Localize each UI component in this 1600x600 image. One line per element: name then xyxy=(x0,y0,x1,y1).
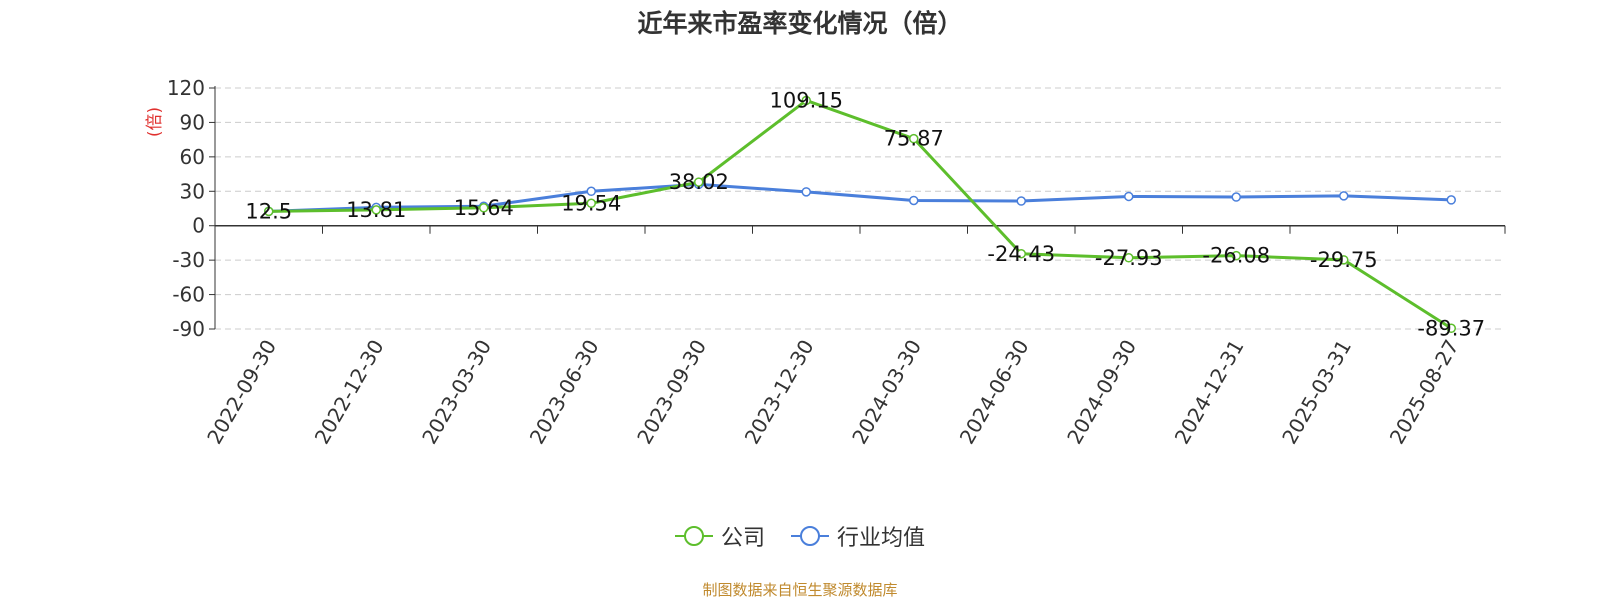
data-point-company xyxy=(909,133,919,144)
data-point-company xyxy=(479,203,489,213)
data-point-company xyxy=(1446,323,1456,334)
data-label-company: 109.15 xyxy=(770,88,843,112)
data-labels: 12.5 13.81 15.64 19.54 38.02 109.15 75.87 -24.4… xyxy=(245,88,1485,340)
data-point-industry xyxy=(1339,191,1349,201)
x-tick-label: 2025-08-27 xyxy=(1385,336,1464,449)
data-label-company: -26.08 xyxy=(1202,244,1270,268)
data-point-industry xyxy=(586,186,596,197)
data-point-industry xyxy=(1016,196,1026,206)
x-tick-label: 2024-03-30 xyxy=(847,336,926,449)
x-tick-label: 2024-06-30 xyxy=(955,336,1034,449)
data-label-company: 13.81 xyxy=(346,198,406,222)
y-tick-label: -60 xyxy=(172,283,205,307)
data-point-company xyxy=(801,95,811,106)
series-line-industry xyxy=(268,182,1452,213)
data-point-industry xyxy=(801,187,811,197)
chart-title: 近年来市盈率变化情况（倍） xyxy=(637,9,963,38)
data-label-company: 75.87 xyxy=(884,127,944,151)
data-point-industry xyxy=(1446,195,1456,205)
legend-label-industry: 行业均值 xyxy=(837,526,926,551)
y-axis-unit-label: (倍) xyxy=(145,107,165,137)
data-label-company: 19.54 xyxy=(561,191,621,215)
data-point-company xyxy=(694,177,704,187)
x-tick-label: 2023-06-30 xyxy=(525,336,604,449)
data-point-company xyxy=(264,206,274,217)
data-point-industry xyxy=(1231,192,1241,202)
legend-label-company: 公司 xyxy=(720,526,765,551)
y-tick-label: 0 xyxy=(192,214,205,238)
legend-item-industry[interactable]: 行业均值 xyxy=(791,520,925,552)
data-point-company xyxy=(1231,250,1241,261)
data-point-company xyxy=(371,205,381,215)
x-tick-label: 2023-12-30 xyxy=(740,336,819,449)
series-lines xyxy=(264,95,1456,334)
x-tick-label: 2022-12-30 xyxy=(310,336,389,449)
data-label-company: -24.43 xyxy=(987,242,1055,266)
data-point-company xyxy=(1124,253,1134,263)
data-source-note: 制图数据来自恒生聚源数据库 xyxy=(702,581,898,599)
y-tick-label: 120 xyxy=(167,76,205,100)
x-tick-label: 2024-12-31 xyxy=(1170,336,1249,449)
data-label-company: 38.02 xyxy=(669,170,729,194)
data-point-company xyxy=(1339,255,1349,265)
x-tick-label: 2024-09-30 xyxy=(1062,336,1141,449)
legend-industry-marker-icon xyxy=(791,526,829,546)
data-point-company xyxy=(1016,249,1026,259)
y-tick-label: 90 xyxy=(180,110,205,134)
data-label-company: -89.37 xyxy=(1417,316,1485,340)
data-label-company: -27.93 xyxy=(1095,246,1163,270)
y-tick-label: -30 xyxy=(172,248,205,272)
legend-company-marker-icon xyxy=(674,526,713,546)
x-tick-label: 2022-09-30 xyxy=(202,336,281,449)
x-tick-label: 2023-03-30 xyxy=(417,336,496,449)
y-tick-label: 30 xyxy=(180,179,205,203)
data-label-company: 12.5 xyxy=(245,199,292,223)
data-label-company: -29.75 xyxy=(1310,248,1378,272)
x-tick-label: 2025-03-31 xyxy=(1277,336,1356,449)
y-tick-label: 60 xyxy=(180,145,205,169)
x-tick-label: 2023-09-30 xyxy=(632,336,711,449)
series-line-company xyxy=(268,98,1453,330)
y-tick-label: -90 xyxy=(172,317,205,341)
legend: 公司 行业均值 xyxy=(0,520,1600,552)
grid-lines xyxy=(215,87,1505,330)
data-label-company: 15.64 xyxy=(454,196,514,220)
data-point-industry xyxy=(1124,191,1134,202)
data-point-industry xyxy=(909,195,919,206)
data-point-company xyxy=(586,198,596,209)
legend-item-company[interactable]: 公司 xyxy=(674,520,765,552)
